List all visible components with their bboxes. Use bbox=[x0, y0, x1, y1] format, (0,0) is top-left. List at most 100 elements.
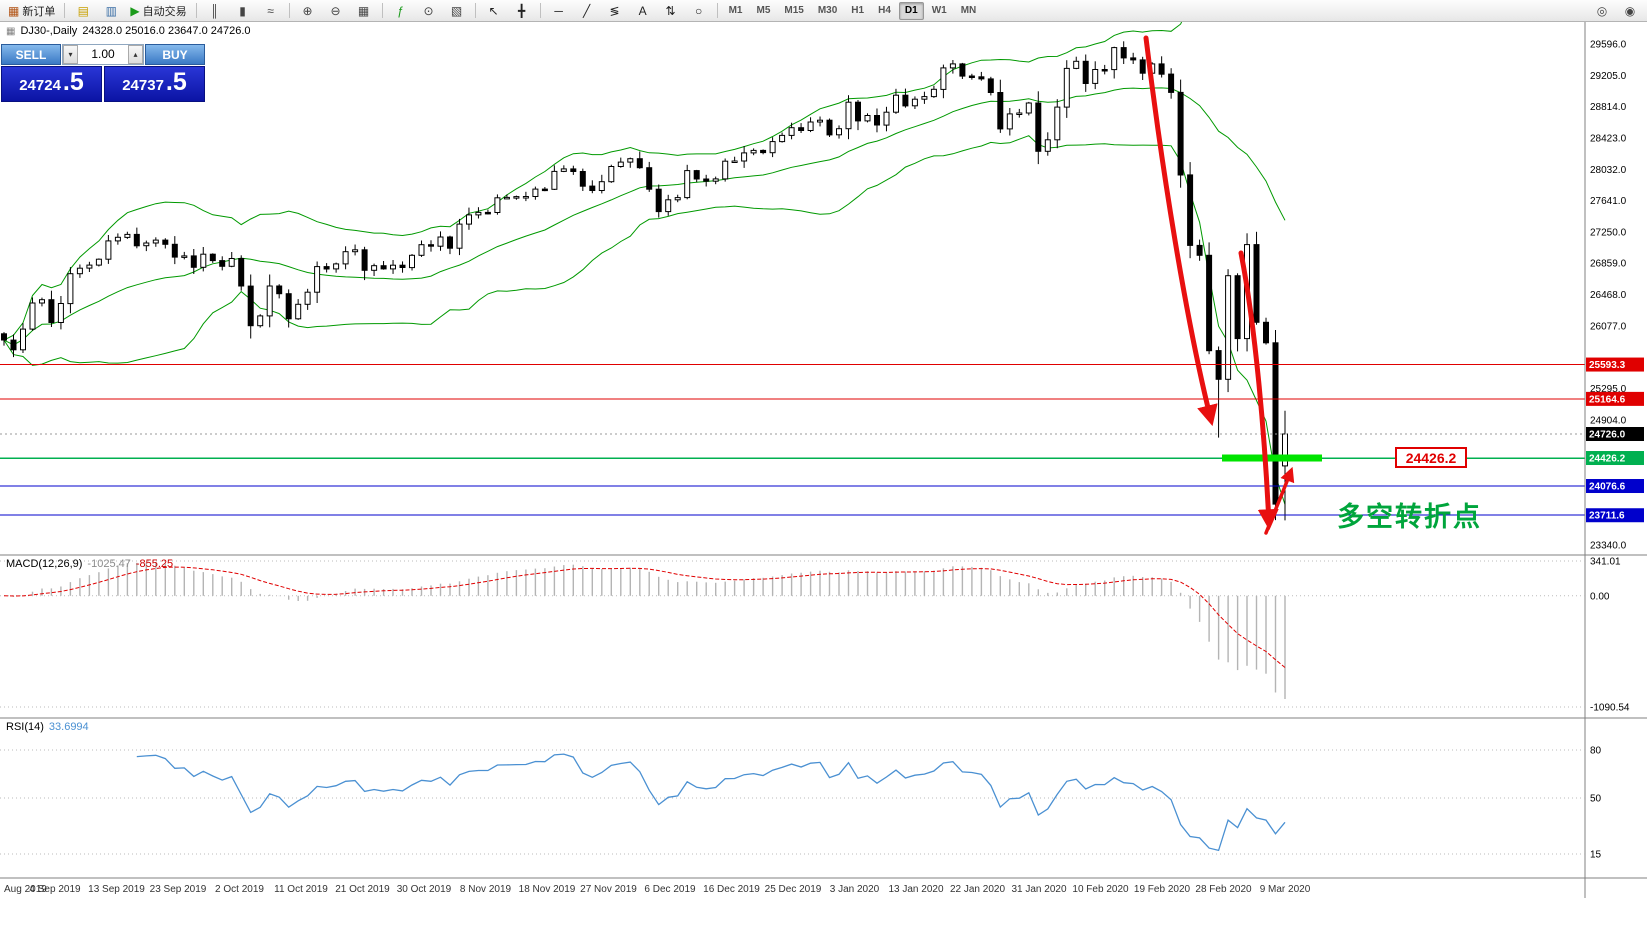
date-label: 13 Jan 2020 bbox=[888, 884, 943, 895]
buy-button[interactable]: BUY bbox=[145, 44, 205, 65]
trend-arrow[interactable] bbox=[1238, 250, 1279, 531]
new-order-icon: ▦ bbox=[8, 3, 20, 18]
rsi-level-label: 80 bbox=[1590, 746, 1602, 757]
date-label: 23 Sep 2019 bbox=[150, 884, 207, 895]
date-label: 28 Feb 2020 bbox=[1195, 884, 1252, 895]
line-chart-icon: ≈ bbox=[267, 3, 274, 18]
volume-down-button[interactable]: ▾ bbox=[63, 45, 78, 64]
timeframe-M1[interactable]: M1 bbox=[728, 4, 743, 16]
chart-title: ▦ DJ30-,Daily 24328.0 25016.0 23647.0 24… bbox=[6, 25, 251, 37]
timeframe-bar: M1 M5 M15 M30 H1 H4 D1 W1 MN bbox=[713, 0, 984, 21]
arrows-button[interactable]: ⇅ bbox=[658, 1, 684, 21]
bollinger-lower bbox=[3, 135, 1286, 505]
price-axis-label: 28814.0 bbox=[1590, 102, 1627, 113]
new-order-button[interactable]: ▦ 新订单 bbox=[4, 1, 59, 21]
price-axis-label: 23340.0 bbox=[1590, 541, 1627, 552]
toolbar-right-buttons: ◎ ◉ bbox=[1588, 0, 1644, 21]
date-label: 22 Jan 2020 bbox=[950, 884, 1005, 895]
templates-icon: ▧ bbox=[450, 3, 463, 18]
price-axis-label: 24904.0 bbox=[1590, 415, 1627, 426]
toolbar-buttons: ▦ 新订单 ▤ ▥ ▶ 自动交易 ║ ▮ ≈ ⊕ ⊖ ▦ ƒ ⊙ ▧ ↖ ╋ ─ ╱ ≶ A ⇅ ○ bbox=[3, 0, 713, 21]
trend-arrow[interactable] bbox=[1264, 466, 1295, 535]
trend-arrows[interactable] bbox=[1143, 35, 1295, 535]
cursor-icon: ↖ bbox=[488, 3, 499, 18]
timeframe-W1[interactable]: W1 bbox=[931, 4, 947, 16]
price-level-callout[interactable]: 24426.2 bbox=[1395, 447, 1467, 468]
toolbar-separator bbox=[195, 3, 197, 18]
price-tag-23711.6: 23711.6 bbox=[1589, 511, 1625, 522]
period-button[interactable]: ⊙ bbox=[416, 1, 442, 21]
buy-price-tile[interactable]: 24737 .5 bbox=[104, 66, 205, 102]
zoom-out-button[interactable]: ⊖ bbox=[323, 1, 349, 21]
rsi-value: 33.6994 bbox=[48, 721, 89, 733]
macd-signal-line bbox=[3, 566, 1286, 668]
date-label: 21 Oct 2019 bbox=[335, 884, 390, 895]
search-button[interactable]: ◎ bbox=[1589, 1, 1615, 21]
profile-button[interactable]: ▥ bbox=[98, 1, 124, 21]
date-label: 6 Dec 2019 bbox=[644, 884, 696, 895]
bar-chart-button[interactable]: ║ bbox=[202, 1, 228, 21]
date-label: 13 Sep 2019 bbox=[88, 884, 145, 895]
date-label: Aug 2019 bbox=[4, 884, 47, 895]
date-label: 25 Dec 2019 bbox=[765, 884, 822, 895]
templates-button[interactable]: ▧ bbox=[444, 1, 470, 21]
crosshair-button[interactable]: ╋ bbox=[509, 1, 535, 21]
zoom-in-button[interactable]: ⊕ bbox=[295, 1, 321, 21]
text-icon: A bbox=[638, 3, 647, 18]
horizontal-line-button[interactable]: ─ bbox=[546, 1, 572, 21]
sell-button[interactable]: SELL bbox=[1, 44, 61, 65]
buy-price-fraction: .5 bbox=[165, 68, 187, 96]
fibonacci-button[interactable]: ≶ bbox=[602, 1, 628, 21]
volume-up-button[interactable]: ▴ bbox=[128, 45, 143, 64]
indicators-button[interactable]: ƒ bbox=[388, 1, 414, 21]
shapes-button[interactable]: ○ bbox=[686, 1, 712, 21]
date-label: 31 Jan 2020 bbox=[1011, 884, 1066, 895]
one-click-trading-panel: SELL ▾ 1.00 ▴ BUY 24724 .5 24737 .5 bbox=[1, 44, 205, 102]
horizontal-line-icon: ─ bbox=[554, 3, 563, 18]
autotrade-button-label: 自动交易 bbox=[142, 5, 187, 18]
price-axis-label: 27641.0 bbox=[1590, 196, 1627, 207]
autotrade-icon: ▶ bbox=[130, 3, 140, 18]
main-toolbar: ▦ 新订单 ▤ ▥ ▶ 自动交易 ║ ▮ ≈ ⊕ ⊖ ▦ ƒ ⊙ ▧ ↖ ╋ ─ ╱ ≶ A ⇅ ○ M1 M5 M15 M30 H… bbox=[0, 0, 1647, 22]
price-axis-label: 29596.0 bbox=[1590, 40, 1627, 51]
timeframe-H1[interactable]: H1 bbox=[851, 4, 865, 16]
charts-folder-button[interactable]: ▤ bbox=[70, 1, 96, 21]
rsi-level-label: 15 bbox=[1590, 850, 1602, 861]
chart-symbol-label: DJ30-,Daily bbox=[20, 25, 78, 37]
green-support-zone[interactable] bbox=[1222, 454, 1322, 462]
date-label: 11 Oct 2019 bbox=[274, 884, 328, 895]
timeframe-M15[interactable]: M15 bbox=[784, 4, 804, 16]
candlestick-chart-button[interactable]: ▮ bbox=[230, 1, 256, 21]
cursor-button[interactable]: ↖ bbox=[481, 1, 507, 21]
new-order-button-label: 新订单 bbox=[22, 5, 56, 18]
line-chart-button[interactable]: ≈ bbox=[258, 1, 284, 21]
timeframe-MN[interactable]: MN bbox=[960, 4, 977, 16]
timeframe-D1[interactable]: D1 bbox=[898, 1, 924, 20]
price-axis-label: 26859.0 bbox=[1590, 259, 1627, 270]
bar-chart-icon: ║ bbox=[210, 3, 219, 18]
text-button[interactable]: A bbox=[630, 1, 656, 21]
crosshair-icon: ╋ bbox=[517, 3, 526, 18]
turning-point-annotation[interactable]: 多空转折点 bbox=[1337, 502, 1482, 532]
sell-price-tile[interactable]: 24724 .5 bbox=[1, 66, 102, 102]
rsi-indicator-label: RSI(14) 33.6994 bbox=[6, 721, 89, 733]
grab-button[interactable]: ◉ bbox=[1617, 1, 1643, 21]
trendline-button[interactable]: ╱ bbox=[574, 1, 600, 21]
horizontal-lines[interactable] bbox=[0, 364, 1585, 516]
tile-windows-button[interactable]: ▦ bbox=[351, 1, 377, 21]
autotrade-button[interactable]: ▶ 自动交易 bbox=[126, 1, 190, 21]
date-label: 3 Jan 2020 bbox=[830, 884, 880, 895]
timeframe-M5[interactable]: M5 bbox=[756, 4, 771, 16]
volume-input[interactable]: 1.00 bbox=[91, 47, 115, 61]
price-axis: 29596.0 29205.0 28814.0 28423.0 28032.0 27641… bbox=[1584, 22, 1644, 898]
period-icon: ⊙ bbox=[423, 3, 434, 18]
timeframe-H4[interactable]: H4 bbox=[878, 4, 891, 16]
trend-arrow[interactable] bbox=[1143, 35, 1218, 427]
profile-icon: ▥ bbox=[105, 3, 118, 18]
date-label: 27 Nov 2019 bbox=[580, 884, 637, 895]
rsi-level-label: 50 bbox=[1590, 794, 1602, 805]
timeframe-M30[interactable]: M30 bbox=[817, 4, 838, 16]
date-label: 10 Feb 2020 bbox=[1072, 884, 1129, 895]
